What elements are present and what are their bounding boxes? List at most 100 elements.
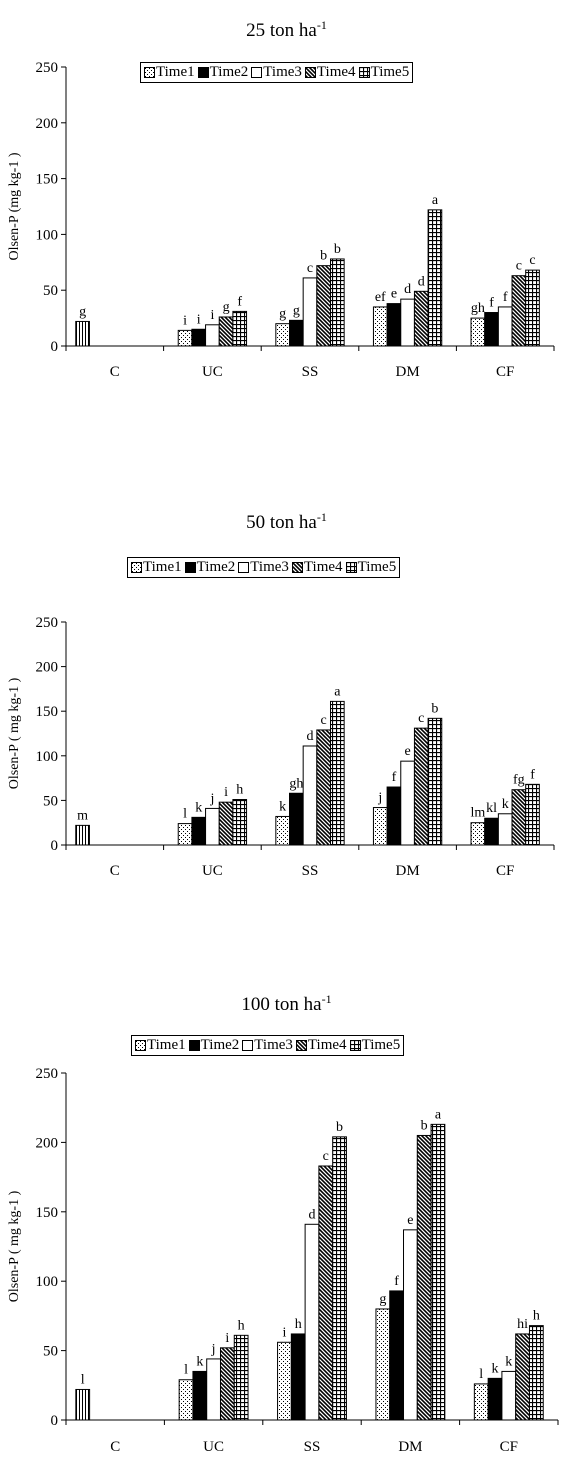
bar-time4-uc	[218, 316, 234, 347]
bar-letter: a	[435, 1107, 442, 1122]
bar-time4-ss	[318, 1165, 334, 1421]
x-tick-label: UC	[202, 863, 223, 879]
bar-time3-uc	[205, 324, 220, 347]
legend-label: Time5	[370, 64, 410, 80]
bar-letter: k	[196, 1354, 203, 1369]
bar-letter: h	[236, 783, 243, 798]
x-tick-label: UC	[202, 364, 223, 380]
bar-letter: d	[307, 729, 314, 744]
bar-letter: b	[431, 701, 438, 716]
bar-letter: g	[379, 1292, 386, 1307]
y-tick-label: 100	[36, 227, 59, 243]
bar-time5-dm	[427, 209, 443, 347]
bar-letter: g	[279, 307, 286, 322]
y-tick-label: 200	[36, 660, 59, 676]
y-tick-label: 250	[36, 60, 59, 76]
bar-time3-dm	[400, 298, 415, 347]
chart-title: 100 ton ha-1	[241, 992, 332, 1015]
y-tick-label: 250	[36, 1066, 59, 1082]
bar-letter: b	[336, 1120, 343, 1135]
bar-letter: f	[392, 770, 397, 785]
legend-entry-time4: Time4	[304, 64, 356, 81]
chart-title: 50 ton ha-1	[246, 510, 327, 533]
bar-letter: g	[293, 303, 300, 318]
bar-time4-dm	[416, 1134, 432, 1421]
chart-panel-25: 25 ton ha-1 0 50 100 150 200 250 Olsen-P (mg k…	[0, 0, 573, 420]
bar-time4-ss	[316, 729, 331, 846]
y-tick-label: 100	[36, 749, 59, 765]
chart-legend: Time1 Time2 Time3 Time4 Time5	[140, 62, 414, 83]
bar-time1-dm	[372, 807, 388, 846]
x-tick-label: CF	[496, 364, 514, 380]
bar-time5-dm	[427, 717, 443, 846]
legend-label: Time5	[357, 559, 397, 575]
x-tick-label: C	[110, 364, 120, 380]
bar-letter: a	[432, 193, 439, 208]
bar-time2-dm	[389, 1290, 405, 1421]
legend-label: Time1	[143, 559, 182, 575]
bar-letter: fg	[513, 773, 525, 788]
bar-time1-uc	[177, 329, 193, 347]
bar-control	[75, 320, 90, 347]
bar-time2-uc	[191, 816, 207, 846]
bar-letter: i	[183, 313, 187, 328]
x-tick-label: UC	[203, 1439, 224, 1455]
y-tick-label: 0	[51, 1413, 59, 1429]
bar-letter: j	[209, 791, 214, 806]
legend-entry-time2: Time2	[184, 559, 235, 576]
legend-swatch	[242, 1040, 254, 1051]
bar-letter: b	[421, 1118, 428, 1133]
legend-label: Time2	[200, 1037, 240, 1053]
legend-entry-time3: Time3	[251, 64, 302, 81]
bar-letter: k	[195, 800, 202, 815]
bar-letter: i	[197, 312, 201, 327]
bar-letter: b	[320, 249, 327, 264]
bar-time4-ss	[316, 265, 331, 347]
y-tick-label: 50	[43, 1344, 58, 1360]
bar-letter: f	[489, 296, 494, 311]
y-tick-label: 50	[43, 283, 58, 299]
y-tick-label: 200	[36, 116, 59, 132]
bar-letter: e	[404, 744, 410, 759]
bar-time5-uc	[233, 1334, 249, 1421]
legend-swatch	[358, 67, 370, 78]
bar-time4-uc	[218, 801, 234, 846]
bar-time3-ss	[302, 277, 318, 347]
legend-entry-time2: Time2	[197, 64, 249, 81]
x-tick-label: C	[110, 1439, 120, 1455]
y-tick-label: 150	[36, 172, 59, 188]
legend-swatch	[184, 562, 196, 573]
bar-time1-dm	[375, 1308, 391, 1421]
bar-letter: m	[77, 808, 88, 823]
bar-letter: k	[502, 797, 509, 812]
bar-time3-ss	[302, 745, 318, 846]
legend-label: Time1	[147, 1037, 186, 1053]
bar-letter: a	[334, 684, 341, 699]
bar-letter: lm	[470, 806, 485, 821]
legend-swatch	[345, 562, 357, 573]
bar-time2-dm	[386, 786, 402, 846]
bar-letter: g	[223, 300, 230, 315]
legend-swatch	[135, 1040, 146, 1051]
legend-entry-time1: Time1	[144, 64, 195, 81]
bar-time1-uc	[178, 1379, 194, 1421]
bar-time5-ss	[329, 258, 345, 347]
legend-entry-time3: Time3	[238, 559, 289, 576]
legend-entry-time1: Time1	[135, 1037, 186, 1054]
legend-label: Time1	[156, 64, 195, 80]
bar-time3-uc	[206, 1358, 221, 1421]
legend-label: Time2	[209, 64, 249, 80]
x-tick-label: DM	[396, 364, 420, 380]
bar-time5-cf	[525, 269, 540, 347]
bar-letter: k	[492, 1361, 499, 1376]
bar-time4-dm	[413, 727, 429, 846]
chart-legend: Time1 Time2 Time3 Time4 Time5	[127, 557, 401, 578]
legend-entry-time3: Time3	[242, 1037, 293, 1054]
bar-letter: gh	[471, 301, 485, 316]
bar-time1-cf	[470, 317, 486, 347]
bar-time1-cf	[473, 1383, 489, 1421]
bar-letter: i	[210, 308, 214, 323]
legend-swatch	[304, 67, 316, 78]
bar-letter: j	[211, 1342, 216, 1357]
